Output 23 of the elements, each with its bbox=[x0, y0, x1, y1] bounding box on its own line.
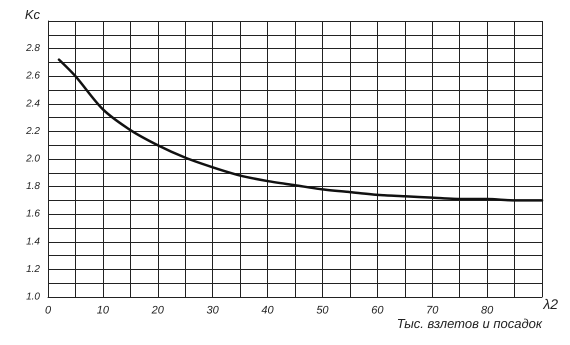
x-tick-label: 0 bbox=[44, 304, 52, 316]
y-tick-label: 2.4 bbox=[25, 98, 40, 110]
y-tick-label: 1.0 bbox=[26, 292, 40, 302]
x-tick-label: 60 bbox=[371, 304, 384, 316]
y-axis-title: Kc bbox=[24, 7, 40, 22]
x-tick-label: 40 bbox=[261, 304, 275, 316]
text: λ2 bbox=[542, 296, 558, 312]
y-tick-label: 1.6 bbox=[26, 208, 40, 220]
x-tick-label: 30 bbox=[206, 304, 220, 316]
x-tick-label: 10 bbox=[96, 304, 110, 316]
y-tick-label: 2.6 bbox=[25, 70, 40, 82]
y-tick-label: 2.0 bbox=[25, 154, 40, 164]
y-tick-label: 1.4 bbox=[26, 236, 40, 248]
y-tick-label: 1.2 bbox=[26, 264, 40, 275]
x-tick-label: 80 bbox=[480, 304, 494, 316]
line-series bbox=[58, 58, 544, 202]
x-tick-label: 50 bbox=[316, 304, 330, 316]
y-tick-label: 2.2 bbox=[25, 126, 40, 137]
x-tick-label: 70 bbox=[426, 304, 440, 316]
x-tick-label: 20 bbox=[150, 304, 165, 316]
x-axis-title: Тыс. взлетов и посадок bbox=[396, 316, 543, 331]
y-tick-label: 2.8 bbox=[25, 43, 40, 54]
y-tick-label: 1.8 bbox=[26, 181, 40, 192]
